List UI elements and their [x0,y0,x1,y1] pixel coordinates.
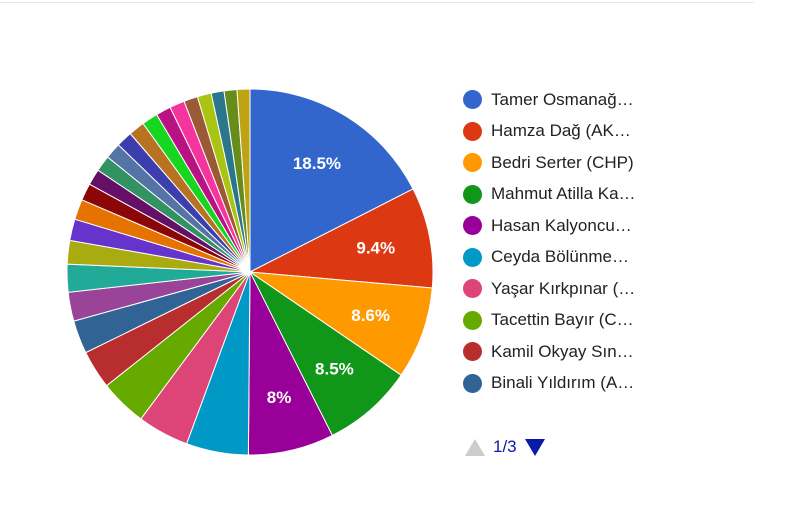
legend-color-dot-icon [463,310,482,330]
legend-color-dot-icon [463,153,482,173]
slice-percent-label: 9.4% [356,239,395,258]
legend-color-dot-icon [463,216,482,236]
slice-percent-label: 8% [267,388,292,407]
legend-item[interactable]: Ceyda Bölünme… [463,242,683,274]
legend-color-dot-icon [463,121,482,141]
slice-percent-label: 8.6% [351,306,390,325]
legend-label: Yaşar Kırkpınar (… [491,278,636,298]
legend-color-dot-icon [463,184,482,204]
chart-legend: Tamer Osmanağ… Hamza Dağ (AK… Bedri Serter… [463,84,683,399]
legend-label: Ceyda Bölünme… [491,247,629,267]
legend-label: Kamil Okyay Sın… [491,341,634,361]
legend-label: Tamer Osmanağ… [491,89,634,109]
slice-percent-label: 8.5% [315,359,354,378]
legend-item[interactable]: Tacettin Bayır (C… [463,305,683,337]
legend-color-dot-icon [463,90,482,110]
legend-label: Mahmut Atilla Ka… [491,184,636,204]
pie-slice[interactable] [249,88,414,273]
legend-item[interactable]: Hasan Kalyoncu… [463,210,683,242]
legend-color-dot-icon [463,342,482,362]
legend-color-dot-icon [463,373,482,393]
previous-page-arrow-icon[interactable] [465,438,485,456]
next-page-arrow-icon[interactable] [524,438,545,456]
legend-item[interactable]: Mahmut Atilla Ka… [463,179,683,211]
legend-label: Hasan Kalyoncu… [491,215,632,235]
legend-item[interactable]: Hamza Dağ (AK… [463,116,683,148]
legend-item[interactable]: Yaşar Kırkpınar (… [463,273,683,305]
legend-label: Bedri Serter (CHP) [491,152,634,172]
legend-color-dot-icon [463,279,482,299]
pie-slice[interactable] [249,271,402,437]
slice-percent-label: 18.5% [293,154,341,173]
legend-label: Hamza Dağ (AK… [491,121,631,141]
pie-slice[interactable] [248,188,434,289]
pie-slice[interactable] [248,271,433,376]
page-indicator: 1/3 [493,437,517,456]
legend-label: Binali Yıldırım (A… [491,373,635,393]
legend-item[interactable]: Kamil Okyay Sın… [463,336,683,368]
pie-slice[interactable] [236,88,251,273]
top-divider [0,2,754,3]
legend-pager: 1/3 [465,437,545,457]
legend-color-dot-icon [463,247,482,267]
legend-item[interactable]: Tamer Osmanağ… [463,84,683,116]
legend-item[interactable]: Binali Yıldırım (A… [463,368,683,400]
legend-item[interactable]: Bedri Serter (CHP) [463,147,683,179]
legend-label: Tacettin Bayır (C… [491,310,634,330]
